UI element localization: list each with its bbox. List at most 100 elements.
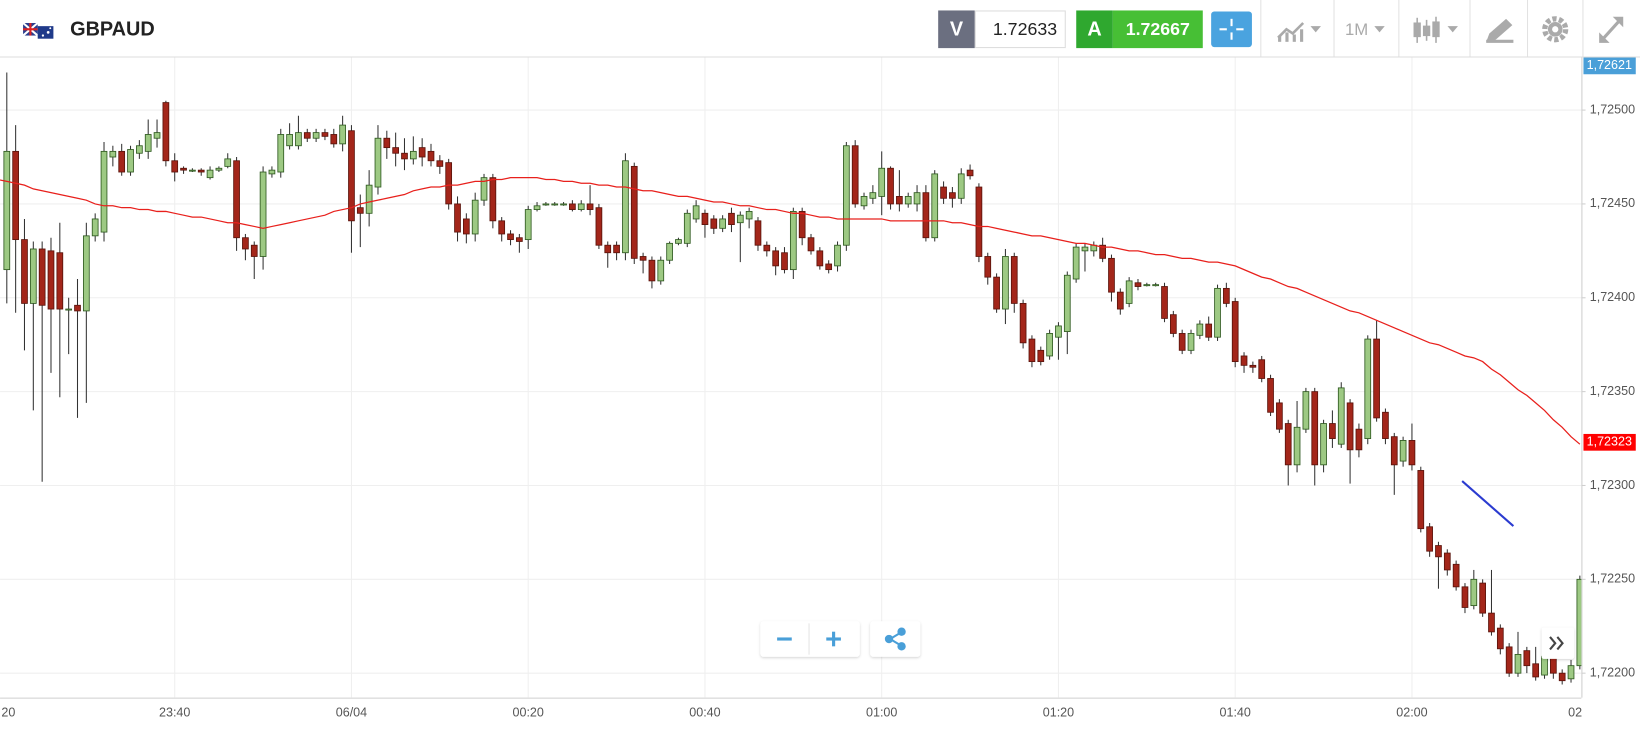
candle-body — [215, 167, 223, 171]
candle-body — [330, 134, 338, 145]
candle-body — [321, 132, 329, 137]
scroll-to-end-button[interactable] — [1541, 627, 1575, 659]
candle-body — [1320, 423, 1327, 466]
settings-button[interactable] — [1542, 16, 1569, 43]
candle-body — [1488, 612, 1495, 633]
sell-price-bg[interactable] — [974, 10, 1066, 49]
candle-body — [365, 184, 373, 214]
candle-body — [1161, 286, 1168, 319]
x-tick-label: 01:20 — [1043, 706, 1074, 720]
x-tick-label: 02:00 — [1396, 706, 1427, 720]
drawing-tools-button[interactable] — [1486, 18, 1514, 43]
candle-body — [1505, 646, 1513, 674]
candle-body — [1382, 411, 1389, 439]
candle-body — [197, 169, 205, 173]
plot-area: 1,72200 1,72250 1,72300 1,72350 1,72400 1,724… — [0, 57, 1636, 720]
chart-type-button[interactable] — [1277, 22, 1321, 42]
x-tick-label: 20 — [1, 706, 15, 720]
candle-body — [816, 250, 824, 267]
symbol: GBPAUD — [70, 19, 155, 41]
crosshair-button[interactable] — [1211, 11, 1252, 48]
candle-body — [454, 203, 461, 233]
candle-body — [533, 205, 541, 210]
buy-price[interactable]: 1.72667 — [1126, 19, 1190, 39]
candle-body — [374, 137, 382, 188]
candle-body — [259, 171, 267, 257]
candle-body — [595, 207, 603, 246]
candle-body — [1408, 440, 1416, 466]
candle-body — [74, 304, 81, 312]
candle-body — [984, 256, 992, 278]
candle-body — [719, 218, 726, 229]
series-layer — [0, 72, 1582, 685]
candle-body — [383, 137, 391, 149]
candle-body — [1019, 302, 1027, 344]
zoom-controls — [760, 621, 921, 657]
toolbar-separators — [1260, 0, 1584, 57]
candle-body — [1532, 663, 1540, 678]
buy-price-bg[interactable] — [1112, 10, 1203, 49]
candle-body — [38, 248, 46, 306]
candle-body — [1496, 627, 1504, 650]
y-tick-label: 1,72300 — [1590, 478, 1635, 492]
candle-body — [250, 244, 258, 257]
candle-body — [825, 263, 833, 271]
y-tick-label: 1,72200 — [1590, 665, 1635, 679]
sell-button[interactable]: V 1.72633 — [938, 10, 1066, 49]
price-marker — [1583, 57, 1636, 75]
candle-body — [21, 239, 28, 304]
candle-body — [1240, 355, 1248, 366]
candle-body — [463, 218, 470, 235]
timeframe[interactable]: 1M — [1345, 20, 1368, 39]
sell-price[interactable]: 1.72633 — [993, 19, 1057, 39]
candle-body — [1134, 282, 1142, 287]
candle-body — [1541, 655, 1548, 676]
candle-body — [878, 167, 886, 197]
price-marker-label: 1,72621 — [1587, 58, 1632, 72]
candle-body — [524, 209, 532, 241]
candle-body — [1037, 349, 1045, 363]
zoom-group — [760, 621, 860, 657]
candle-body — [683, 212, 691, 244]
candle-body — [1514, 653, 1522, 674]
candle-body — [312, 132, 320, 139]
candle-body — [100, 150, 108, 233]
candle-body — [91, 218, 99, 237]
candle-body — [798, 211, 806, 239]
share-button[interactable] — [870, 621, 921, 657]
candle-body — [480, 177, 488, 201]
candle-body — [1152, 284, 1160, 287]
candle-body — [56, 252, 64, 310]
buy-label[interactable]: A — [1087, 19, 1101, 41]
candle-body — [1293, 426, 1301, 466]
candle-body — [1099, 244, 1106, 259]
candle-body — [913, 192, 921, 205]
candle-body — [993, 276, 1000, 310]
candle-body — [789, 211, 797, 271]
candle-body — [277, 134, 285, 173]
buy-button[interactable]: A 1.72667 — [1076, 10, 1203, 49]
sell-label-bg[interactable] — [938, 10, 975, 49]
candle-body — [127, 149, 134, 173]
candle-body — [851, 145, 859, 205]
price-marker-label: 1,72323 — [1587, 435, 1632, 449]
candle-body — [295, 132, 302, 147]
candle-body — [180, 167, 187, 171]
buy-label-bg[interactable] — [1076, 10, 1113, 49]
candle-body — [1461, 586, 1469, 608]
toolbar-bg — [0, 0, 1640, 57]
candle-body — [356, 207, 364, 214]
candle-body — [1346, 402, 1354, 451]
candle-style-button[interactable] — [1413, 16, 1458, 43]
candle-body — [286, 134, 293, 147]
candle-body — [728, 212, 735, 225]
candle-body — [1010, 256, 1018, 304]
candle-body — [1373, 338, 1380, 419]
candle-body — [1567, 665, 1575, 680]
candle-body — [1417, 470, 1425, 530]
zoom-in-button[interactable] — [826, 631, 841, 647]
candle-body — [648, 259, 656, 282]
timeframe-button[interactable]: 1M — [1345, 20, 1385, 39]
sell-label[interactable]: V — [950, 19, 964, 41]
candle-body — [1205, 323, 1213, 338]
